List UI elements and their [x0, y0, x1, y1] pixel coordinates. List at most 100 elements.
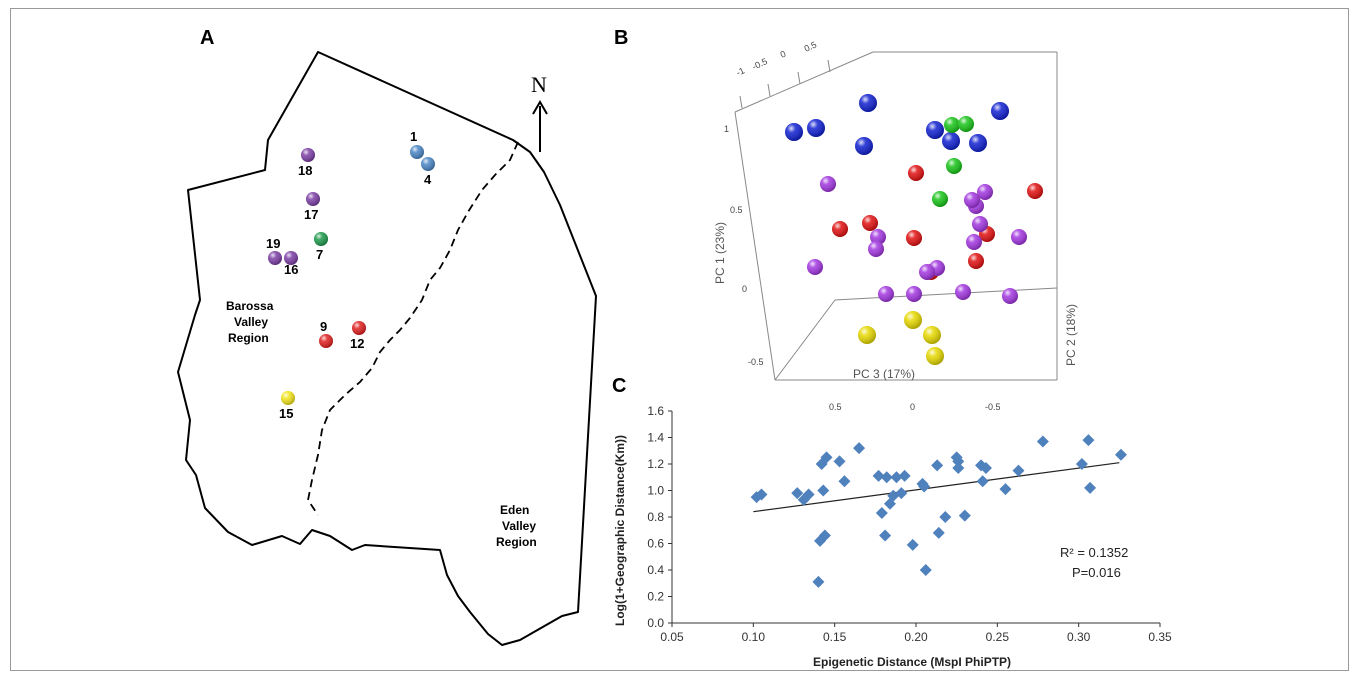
pca-point-purple: [964, 192, 980, 208]
pca-point-red: [906, 230, 922, 246]
chart-c-point: [1082, 434, 1095, 447]
site-marker-1: [410, 145, 424, 159]
chart-c-point: [1036, 435, 1049, 448]
chart-c-point: [919, 564, 932, 576]
pca-left-tick-1: 1: [724, 124, 729, 134]
pca-point-green: [932, 191, 948, 207]
panel-c-letter: C: [612, 375, 626, 397]
pca-point-purple: [878, 286, 894, 302]
site-marker-4: [421, 157, 435, 171]
chart-c-point: [791, 487, 804, 500]
chart-c-point: [853, 442, 866, 455]
chart-c-point: [812, 575, 825, 588]
barossa-region-label: Barossa Valley Region: [226, 299, 274, 345]
pca-point-yellow: [926, 347, 944, 365]
chart-c-ytick-label: 1.4: [647, 431, 664, 445]
eden-region-label: Eden Valley Region: [496, 503, 537, 549]
site-marker-18: [301, 148, 315, 162]
chart-c-point: [918, 480, 931, 493]
site-marker-12: [352, 321, 366, 335]
pca-point-yellow: [904, 311, 922, 329]
chart-c-point: [939, 511, 952, 523]
pca-point-purple: [1002, 288, 1018, 304]
pca-point-blue: [942, 132, 960, 150]
chart-c-point: [999, 483, 1012, 496]
chart-c-ytick-label: 1.0: [647, 484, 664, 498]
chart-c-point: [931, 459, 944, 472]
chart-c-point: [838, 475, 851, 488]
pca-point-red: [1027, 183, 1043, 199]
site-label-19: 19: [266, 236, 280, 251]
chart-c-point: [979, 461, 992, 474]
pca-bottom-tick-3: -0.5: [985, 402, 1001, 412]
barossa-line-1: Barossa: [226, 299, 274, 313]
chart-c-point: [890, 471, 903, 484]
chart-c-point: [802, 488, 815, 501]
panel-b-pca: B -1 -0.5 0 0.5 1 0.5 0 -0.5 0.5: [614, 27, 1078, 412]
site-marker-9: [319, 334, 333, 348]
chart-c-point: [895, 487, 908, 500]
panel-a-map: A N Barossa Valley Region Eden Valley Re…: [177, 27, 597, 646]
pca-point-purple: [977, 184, 993, 200]
site-label-12: 12: [350, 336, 364, 351]
chart-c-point: [818, 529, 831, 542]
chart-c-point: [879, 529, 892, 542]
site-marker-15: [281, 391, 295, 405]
map-outer-boundary: [177, 51, 597, 646]
chart-c-point: [1075, 458, 1088, 470]
pca-points: [785, 94, 1043, 365]
chart-c-pvalue: P=0.016: [1072, 565, 1121, 580]
pca-left-tick-2: 0.5: [730, 205, 743, 215]
chart-c-point: [1012, 464, 1025, 477]
site-label-18: 18: [298, 163, 312, 178]
pca-point-purple: [868, 241, 884, 257]
site-label-17: 17: [304, 207, 318, 222]
pca-point-green: [944, 117, 960, 133]
pca-zlabel: PC 2 (18%): [1064, 304, 1078, 366]
pca-point-blue: [785, 123, 803, 141]
pca-point-purple: [972, 216, 988, 232]
pca-top-tick-3: 0: [779, 49, 788, 60]
pca-point-purple: [870, 229, 886, 245]
pca-top-tick-1: -1: [735, 65, 746, 77]
chart-c-xtick-label: 0.30: [1067, 630, 1091, 644]
site-marker-7: [314, 232, 328, 246]
chart-c-point: [820, 451, 833, 464]
chart-c-ylabel: Log(1+Geographic Distance(Km)): [613, 435, 627, 626]
chart-c-point: [875, 507, 888, 520]
chart-c-point: [833, 455, 846, 468]
pca-point-purple: [966, 234, 982, 250]
chart-c-ytick-label: 0.8: [647, 510, 664, 524]
pca-point-purple: [1011, 229, 1027, 245]
pca-point-blue: [807, 119, 825, 137]
pca-point-blue: [926, 121, 944, 139]
site-label-9: 9: [320, 319, 327, 334]
chart-c-point: [880, 471, 893, 484]
pca-point-purple: [919, 264, 935, 280]
pca-point-green: [958, 116, 974, 132]
chart-c-point: [952, 461, 965, 474]
chart-c-ytick-label: 1.6: [647, 404, 664, 418]
barossa-line-2: Valley: [234, 315, 268, 329]
chart-c-ytick-label: 1.2: [647, 457, 664, 471]
site-label-16: 16: [284, 262, 298, 277]
barossa-line-3: Region: [228, 331, 269, 345]
pca-point-blue: [969, 134, 987, 152]
north-label: N: [531, 72, 547, 97]
chart-c-xlabel: Epigenetic Distance (MspI PhiPTP): [813, 655, 1011, 669]
pca-point-red: [908, 165, 924, 181]
pca-point-green: [946, 158, 962, 174]
figure-frame: [10, 8, 1349, 671]
site-label-1: 1: [410, 129, 417, 144]
pca-bottom-tick-2: 0: [910, 402, 915, 412]
chart-c-ytick-label: 0.6: [647, 537, 664, 551]
pca-xlabel: PC 3 (17%): [853, 367, 915, 381]
pca-left-tick-3: 0: [742, 284, 747, 294]
chart-c-trendline: [753, 462, 1120, 513]
site-marker-16: [284, 251, 298, 265]
chart-c-xtick-label: 0.35: [1148, 630, 1172, 644]
chart-c-r2: R² = 0.1352: [1060, 545, 1128, 560]
chart-c-xtick-label: 0.25: [986, 630, 1010, 644]
panel-b-letter: B: [614, 27, 628, 49]
chart-c-point: [958, 509, 971, 522]
